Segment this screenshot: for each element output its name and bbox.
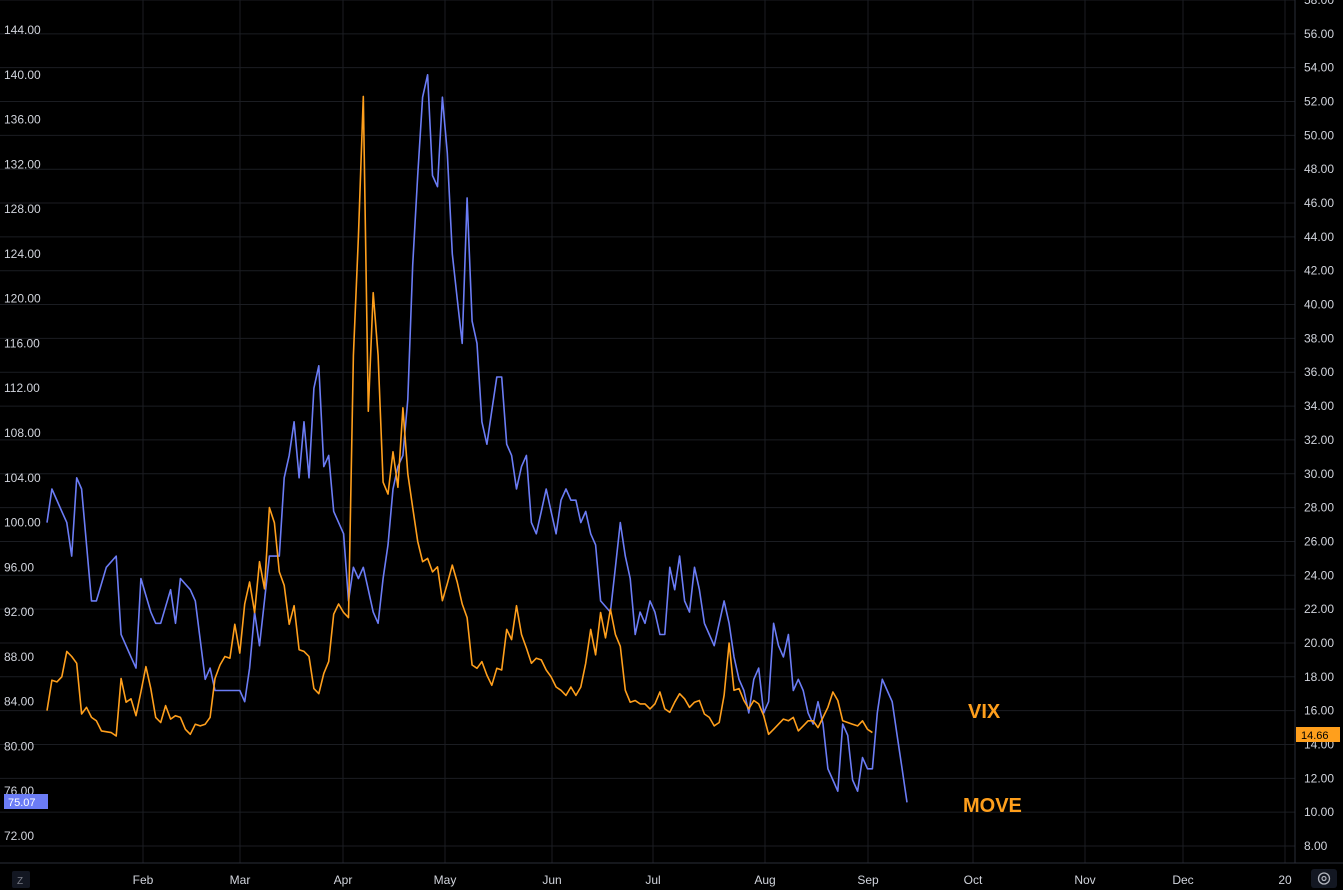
right-tick-label: 22.00: [1304, 602, 1334, 616]
x-tick-label: Aug: [754, 873, 775, 887]
left-tick-label: 144.00: [4, 23, 41, 37]
left-axis-ticks: 72.0076.0080.0084.0088.0092.0096.00100.0…: [4, 23, 41, 843]
right-tick-label: 10.00: [1304, 805, 1334, 819]
right-tick-label: 44.00: [1304, 230, 1334, 244]
x-tick-label: Jun: [542, 873, 561, 887]
vertical-gridlines: [142, 0, 1286, 863]
left-tick-label: 124.00: [4, 247, 41, 261]
x-tick-label: Jul: [645, 873, 660, 887]
x-tick-label: May: [434, 873, 457, 887]
left-tick-label: 120.00: [4, 292, 41, 306]
right-tick-label: 28.00: [1304, 501, 1334, 515]
right-tick-label: 38.00: [1304, 331, 1334, 345]
left-tick-label: 84.00: [4, 695, 34, 709]
right-tick-label: 30.00: [1304, 467, 1334, 481]
left-tick-label: 136.00: [4, 113, 41, 127]
timezone-button[interactable]: Z: [12, 871, 30, 888]
gear-icon[interactable]: [1311, 869, 1337, 888]
x-tick-label: Mar: [230, 873, 251, 887]
x-tick-label: 20: [1278, 873, 1292, 887]
right-tick-label: 42.00: [1304, 264, 1334, 278]
right-tick-label: 56.00: [1304, 27, 1334, 41]
left-tick-label: 140.00: [4, 68, 41, 82]
series-line-move: [46, 74, 908, 803]
x-tick-label: Apr: [334, 873, 353, 887]
right-tick-label: 36.00: [1304, 365, 1334, 379]
left-tick-label: 132.00: [4, 157, 41, 171]
right-tick-label: 24.00: [1304, 568, 1334, 582]
right-tick-label: 58.00: [1304, 0, 1334, 7]
right-tick-label: 48.00: [1304, 162, 1334, 176]
left-tick-label: 88.00: [4, 650, 34, 664]
left-tick-label: 100.00: [4, 516, 41, 530]
right-tick-label: 54.00: [1304, 61, 1334, 75]
right-tick-label: 46.00: [1304, 196, 1334, 210]
left-tick-label: 116.00: [4, 336, 40, 350]
last-value-badge-move: 75.07: [4, 794, 48, 809]
right-tick-label: 40.00: [1304, 298, 1334, 312]
left-tick-label: 128.00: [4, 202, 41, 216]
x-axis-ticks: Feb Mar Apr May Jun Jul Aug Sep Oct Nov Dec 20: [133, 873, 1292, 887]
right-tick-label: 32.00: [1304, 433, 1334, 447]
x-tick-label: Oct: [964, 873, 983, 887]
last-value-badge-vix: 14.66: [1296, 727, 1340, 742]
right-tick-label: 18.00: [1304, 670, 1334, 684]
legend-label-vix: VIX: [968, 701, 1001, 723]
last-value-move: 75.07: [8, 797, 36, 809]
left-tick-label: 92.00: [4, 605, 34, 619]
x-tick-label: Nov: [1074, 873, 1095, 887]
left-tick-label: 72.00: [4, 829, 34, 843]
x-tick-label: Feb: [133, 873, 154, 887]
left-tick-label: 80.00: [4, 739, 34, 753]
right-tick-label: 26.00: [1304, 534, 1334, 548]
right-tick-label: 34.00: [1304, 399, 1334, 413]
right-axis-ticks: 8.0010.0012.0014.0016.0018.0020.0022.002…: [1304, 0, 1334, 853]
right-tick-label: 52.00: [1304, 95, 1334, 109]
last-value-vix: 14.66: [1301, 730, 1329, 742]
right-tick-label: 8.00: [1304, 839, 1328, 853]
series-line-vix: [46, 95, 873, 737]
left-tick-label: 112.00: [4, 381, 40, 395]
left-tick-label: 108.00: [4, 426, 41, 440]
left-tick-label: 104.00: [4, 471, 41, 485]
x-tick-label: Sep: [857, 873, 879, 887]
right-tick-label: 12.00: [1304, 771, 1334, 785]
x-tick-label: Dec: [1172, 873, 1193, 887]
legend-label-move: MOVE: [963, 795, 1022, 817]
right-tick-label: 50.00: [1304, 128, 1334, 142]
right-tick-label: 20.00: [1304, 636, 1334, 650]
right-tick-label: 16.00: [1304, 704, 1334, 718]
svg-text:Z: Z: [17, 876, 23, 887]
left-tick-label: 96.00: [4, 560, 34, 574]
